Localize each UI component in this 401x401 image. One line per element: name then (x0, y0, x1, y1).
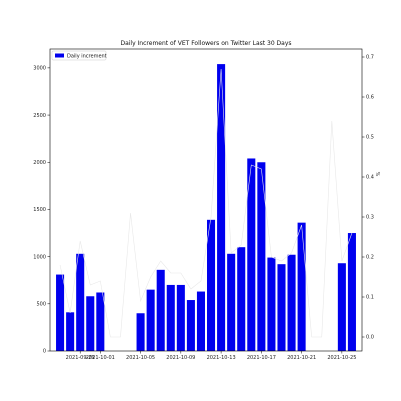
bar (287, 254, 296, 351)
left-axis: 0 500 1000 1500 2000 2500 3000 (33, 66, 50, 355)
bar (176, 284, 185, 351)
y2-tick-label: 0.2 (366, 255, 374, 261)
y-tick-label: 1000 (33, 254, 46, 260)
bar (86, 296, 95, 351)
bar (297, 222, 306, 351)
y-tick-label: 2000 (33, 160, 46, 166)
y2-tick-label: 0.6 (366, 95, 374, 101)
bar (267, 257, 276, 351)
legend-box (51, 50, 107, 61)
x-tick-label: 2021-10-21 (287, 355, 316, 361)
bar (76, 253, 85, 351)
x-tick-label: 2021-10-25 (327, 355, 356, 361)
x-tick-label: 2021-10-17 (247, 355, 276, 361)
bar (166, 284, 175, 351)
chart-title: Daily Increment of VET Followers on Twit… (120, 40, 291, 47)
bar (96, 292, 105, 351)
bar (196, 291, 205, 351)
y2-tick-label: 0.5 (366, 135, 374, 141)
y2-tick-label: 0.7 (366, 55, 374, 61)
bar (207, 219, 216, 351)
legend-label: Daily increment (67, 53, 107, 59)
y-tick-label: 500 (36, 302, 46, 308)
bar (257, 162, 266, 351)
bar (217, 64, 226, 351)
bar (186, 300, 195, 351)
y2-tick-label: 0.4 (366, 175, 374, 181)
x-tick-label: 2021-10-09 (166, 355, 195, 361)
bar (146, 289, 155, 351)
x-tick-label: 2021-10-13 (207, 355, 236, 361)
bar (156, 269, 165, 351)
bar (347, 233, 356, 351)
right-axis-label: % (374, 172, 380, 177)
y-tick-label: 1500 (33, 207, 46, 213)
x-tick-label: 2021-10-05 (126, 355, 155, 361)
bar (56, 274, 65, 351)
bar (136, 313, 145, 351)
bar (247, 158, 256, 351)
y-tick-label: 2500 (33, 113, 46, 119)
y-tick-label: 3000 (33, 66, 46, 72)
right-axis: 0.0 0.1 0.2 0.3 0.4 0.5 0.6 0.7 (362, 55, 374, 341)
legend: Daily increment (51, 50, 107, 61)
bar (277, 264, 286, 351)
legend-swatch (55, 53, 64, 58)
y2-tick-label: 0.0 (366, 335, 374, 341)
bar (237, 247, 246, 351)
y2-tick-label: 0.3 (366, 215, 374, 221)
series-line (59, 68, 353, 338)
x-tick-label: 2021-10-01 (86, 355, 115, 361)
bar (227, 253, 236, 351)
y-tick-label: 0 (43, 349, 46, 355)
y2-tick-label: 0.1 (366, 295, 374, 301)
plot-frame (49, 48, 363, 352)
bar (66, 312, 75, 351)
bar (337, 263, 346, 351)
plot-area (56, 64, 356, 351)
x-tick-label: 2021-09-29 (66, 355, 95, 361)
